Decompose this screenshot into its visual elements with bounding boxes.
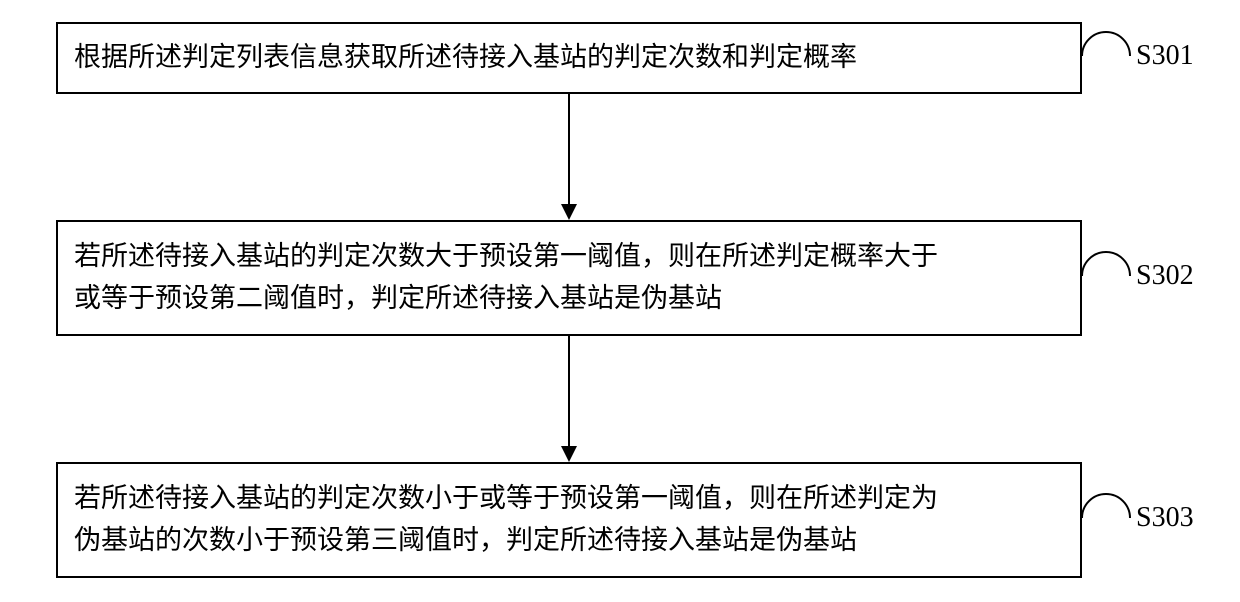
step-label-3: S303: [1136, 504, 1194, 532]
label-connector-2: [1082, 252, 1130, 300]
step-label-2: S302: [1136, 262, 1194, 290]
flow-node-3: 若所述待接入基站的判定次数小于或等于预设第一阈值，则在所述判定为 伪基站的次数小…: [56, 462, 1082, 578]
flow-node-1: 根据所述判定列表信息获取所述待接入基站的判定次数和判定概率: [56, 22, 1082, 94]
flow-node-2-text: 若所述待接入基站的判定次数大于预设第一阈值，则在所述判定概率大于 或等于预设第二…: [74, 236, 938, 320]
label-connector-1: [1082, 32, 1130, 80]
flow-node-1-text: 根据所述判定列表信息获取所述待接入基站的判定次数和判定概率: [74, 37, 857, 79]
label-connector-3: [1082, 494, 1130, 542]
flowchart-canvas: 根据所述判定列表信息获取所述待接入基站的判定次数和判定概率 S301 若所述待接…: [0, 0, 1240, 602]
arrow-1-2: [559, 94, 579, 220]
step-label-1: S301: [1136, 42, 1194, 70]
arrow-2-3: [559, 336, 579, 462]
flow-node-2: 若所述待接入基站的判定次数大于预设第一阈值，则在所述判定概率大于 或等于预设第二…: [56, 220, 1082, 336]
flow-node-3-text: 若所述待接入基站的判定次数小于或等于预设第一阈值，则在所述判定为 伪基站的次数小…: [74, 478, 938, 562]
